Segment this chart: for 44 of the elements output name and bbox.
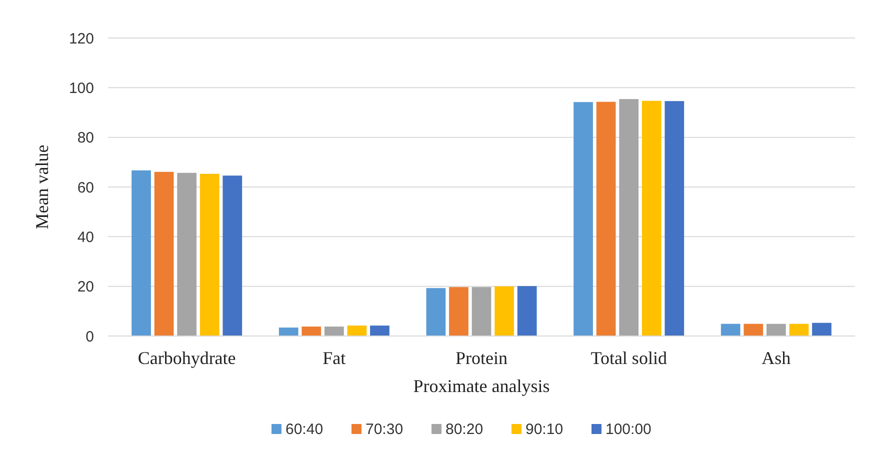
bar [278, 328, 298, 336]
bar [200, 174, 220, 336]
legend-label: 80:20 [446, 421, 484, 438]
bar [574, 102, 593, 336]
x-tick-label: Carbohydrate [138, 348, 236, 368]
bar [222, 176, 242, 336]
x-tick-label: Total solid [590, 348, 667, 368]
y-axis-title: Mean value [32, 144, 52, 230]
bar [744, 324, 764, 336]
y-tick-label: 20 [77, 278, 94, 296]
y-tick-label: 60 [77, 179, 94, 196]
bar [302, 326, 322, 336]
bar [517, 286, 537, 336]
x-tick-label: Protein [456, 348, 508, 368]
bar [789, 324, 809, 336]
bar [449, 287, 468, 336]
x-tick-label: Fat [322, 348, 346, 368]
bar [347, 326, 367, 336]
y-tick-label: 120 [68, 30, 94, 48]
bar [177, 172, 197, 336]
bar [370, 326, 390, 336]
y-tick-label: 100 [68, 80, 94, 97]
y-tick-label: 40 [77, 228, 94, 246]
y-tick-label: 80 [77, 130, 94, 147]
legend-label: 100:00 [606, 421, 652, 438]
x-axis-title: Proximate analysis [413, 376, 550, 396]
legend-label: 90:10 [526, 421, 564, 438]
bar [664, 101, 684, 336]
legend-label: 70:30 [366, 421, 404, 438]
bar [619, 99, 639, 336]
bar [494, 286, 514, 336]
bar [426, 288, 446, 336]
bar [324, 326, 344, 336]
bar [812, 322, 832, 336]
bar [596, 102, 616, 336]
bar [766, 324, 786, 336]
bar [720, 324, 740, 336]
legend-label: 60:40 [286, 421, 324, 438]
y-tick-label: 0 [86, 328, 94, 346]
x-tick-label: Ash [762, 348, 791, 368]
bar [132, 170, 151, 336]
bar [472, 287, 492, 336]
bar [642, 100, 662, 336]
bar [154, 172, 174, 336]
